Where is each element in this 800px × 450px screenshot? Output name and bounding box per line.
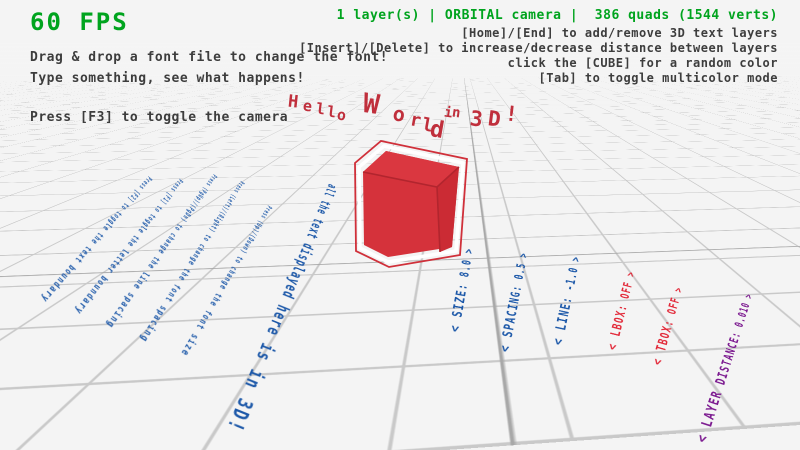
hint-drag-drop-font: Drag & drop a font file to change the fo…: [30, 50, 389, 65]
cube-edges: [362, 166, 460, 253]
cube-selection-outline: [354, 140, 468, 268]
hint-multicolor-mode: [Tab] to toggle multicolor mode: [538, 71, 778, 85]
hint-type-something: Type something, see what happens!: [30, 71, 305, 86]
cube-outline-gap: [357, 144, 465, 264]
cube-right-face: [437, 167, 459, 252]
hint-add-remove-layers: [Home]/[End] to add/remove 3D text layer…: [461, 26, 778, 40]
fps-counter: 60 FPS: [30, 8, 129, 36]
hint-camera-toggle: Press [F3] to toggle the camera: [30, 110, 289, 125]
horizon-fade: [0, 0, 800, 110]
hint-layer-distance: [Insert]/[Delete] to increase/decrease d…: [299, 41, 778, 55]
cube-top-face: [363, 151, 459, 187]
status-line: 1 layer(s) | ORBITAL camera | 386 quads …: [336, 8, 778, 23]
hint-cube-random-color: click the [CUBE] for a random color: [507, 56, 778, 70]
